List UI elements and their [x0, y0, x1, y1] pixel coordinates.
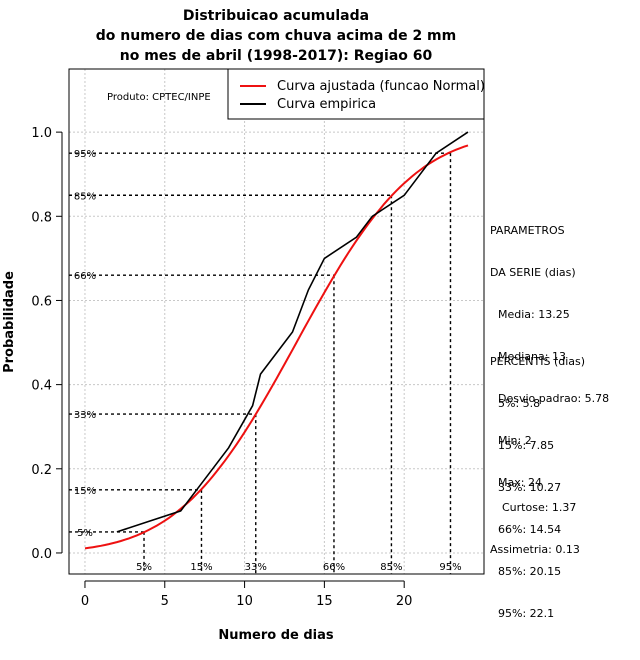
y-tick-label-4: 0.8 — [31, 210, 52, 225]
series-layer — [84, 131, 469, 550]
guide-label-bottom-5%: 5% — [136, 562, 152, 573]
param-mediana: Mediana: 13 — [498, 350, 566, 363]
plot-frame — [68, 68, 485, 575]
legend-label-1: Curva ajustada (funcao Normal) — [277, 79, 485, 94]
parameters-subtitle: DA SERIE (dias) — [490, 266, 576, 279]
param-desvio: Desvio padrao: 5.78 — [498, 392, 610, 405]
y-tick-label-1: 0.2 — [31, 463, 52, 478]
param-min: Min: 2 — [498, 434, 532, 447]
guide-label-left-66%: 66% — [74, 271, 96, 282]
param-max: Max: 24 — [498, 476, 542, 489]
x-tick-label-15: 15 — [316, 594, 333, 609]
chart-title: Distribuicao acumulada do numero de dias … — [96, 8, 457, 64]
guide-label-bottom-15%: 15% — [190, 562, 212, 573]
x-tick-label-10: 10 — [236, 594, 253, 609]
percentile-33: 33%: 10.27 — [498, 481, 562, 494]
title-line-3: no mes de abril (1998-2017): Regiao 60 — [120, 48, 433, 64]
legend-box — [227, 68, 485, 120]
axes: 0 5 10 15 20 0.0 0.2 0.4 0.6 0.8 1.0 — [31, 126, 412, 609]
curtose-value: Curtose: 1.37 — [502, 501, 577, 514]
y-tick-label-5: 1.0 — [31, 126, 52, 141]
title-line-1: Distribuicao acumulada — [183, 8, 369, 24]
guide-label-bottom-95%: 95% — [439, 562, 461, 573]
guide-label-left-85%: 85% — [74, 191, 96, 202]
percentile-95: 95%: 22.1 — [498, 607, 555, 620]
y-tick-label-0: 0.0 — [31, 547, 52, 562]
y-axis-label: Probabilidade — [2, 271, 17, 373]
legend: Curva ajustada (funcao Normal) Curva empi… — [227, 68, 485, 120]
shape-stats-panel: Curtose: 1.37 Assimetria: 0.13 — [490, 473, 580, 571]
percentile-15: 15%: 7.85 — [498, 439, 555, 452]
percentile-guides: 5% 5% 15% 15% 33% 33% 66% 66% 85% 85% 95% 95% — [69, 149, 462, 574]
fitted-normal-curve — [84, 144, 469, 550]
x-tick-label-0: 0 — [81, 594, 89, 609]
x-tick-label-5: 5 — [161, 594, 169, 609]
legend-label-2: Curva empirica — [277, 97, 376, 112]
y-tick-label-2: 0.4 — [31, 379, 52, 394]
guide-label-bottom-66%: 66% — [323, 562, 345, 573]
parameters-title: PARAMETROS — [490, 224, 565, 237]
x-axis-label: Numero de dias — [218, 628, 334, 643]
percentiles-title: PERCENTIS (dias) — [490, 355, 586, 368]
percentiles-panel: PERCENTIS (dias) 5%: 5.8 15%: 7.85 33%: … — [490, 327, 585, 635]
empirical-curve — [116, 131, 469, 533]
percentile-66: 66%: 14.54 — [498, 523, 562, 536]
guide-label-bottom-33%: 33% — [245, 562, 267, 573]
guide-label-bottom-85%: 85% — [380, 562, 402, 573]
y-tick-label-3: 0.6 — [31, 294, 52, 309]
credit-label: Produto: CPTEC/INPE — [107, 92, 211, 103]
title-line-2: do numero de dias com chuva acima de 2 m… — [96, 28, 457, 44]
guide-label-left-15%: 15% — [74, 486, 96, 497]
guide-label-left-5%: 5% — [77, 528, 93, 539]
assimetria-value: Assimetria: 0.13 — [490, 543, 580, 556]
series-parameters-panel: PARAMETROS DA SERIE (dias) Media: 13.25 … — [490, 196, 609, 504]
guide-label-left-33%: 33% — [74, 410, 96, 421]
guide-label-left-95%: 95% — [74, 149, 96, 160]
grid — [69, 69, 484, 574]
percentile-85: 85%: 20.15 — [498, 565, 562, 578]
x-tick-label-20: 20 — [396, 594, 413, 609]
param-media: Media: 13.25 — [498, 308, 570, 321]
percentile-5: 5%: 5.8 — [498, 397, 541, 410]
